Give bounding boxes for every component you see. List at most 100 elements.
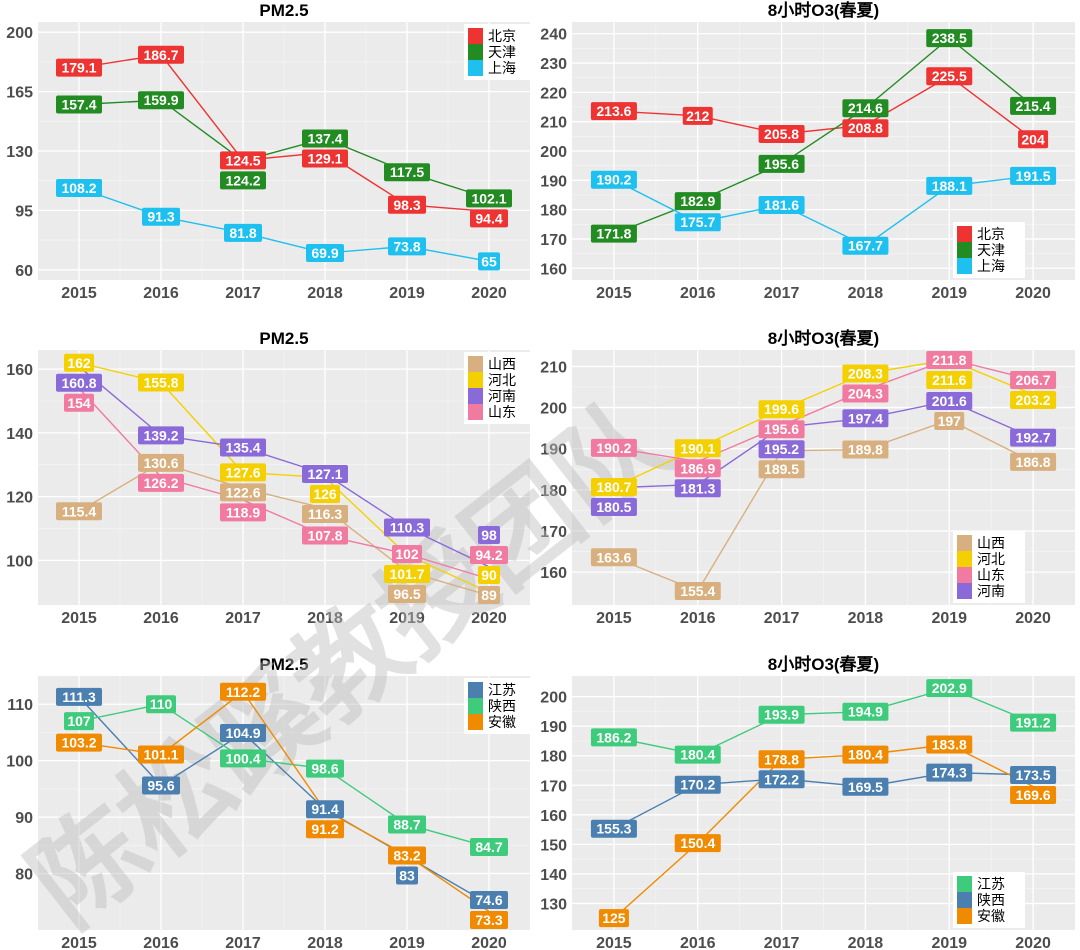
data-label-text: 84.7 xyxy=(475,839,502,855)
data-label: 160.8 xyxy=(56,373,102,392)
data-label: 215.4 xyxy=(1010,96,1057,115)
data-label: 69.9 xyxy=(306,244,344,263)
legend-swatch xyxy=(468,714,483,730)
data-label-text: 154 xyxy=(67,395,91,411)
data-label: 195.6 xyxy=(758,154,805,173)
data-label-text: 102.1 xyxy=(471,190,506,206)
data-label: 180.7 xyxy=(590,477,637,496)
data-label: 112.2 xyxy=(220,682,266,701)
data-label: 117.5 xyxy=(384,163,430,182)
data-label-text: 89 xyxy=(481,587,497,603)
legend-label: 山西 xyxy=(977,536,1005,552)
data-label-box xyxy=(138,373,184,392)
data-label: 204 xyxy=(1018,130,1049,149)
legend-label: 山东 xyxy=(488,405,516,421)
data-label: 94.4 xyxy=(470,209,508,228)
data-label-box xyxy=(758,195,805,214)
data-label-text: 162 xyxy=(67,355,91,371)
data-label-box xyxy=(56,95,102,114)
data-label-box xyxy=(302,464,348,483)
data-label-text: 108.2 xyxy=(61,180,96,196)
data-label-text: 197.4 xyxy=(848,410,883,426)
data-label-text: 94.4 xyxy=(475,210,502,226)
data-label-text: 155.8 xyxy=(143,375,178,391)
legend-label: 天津 xyxy=(977,243,1005,259)
data-label-box xyxy=(392,545,422,563)
data-label-box xyxy=(306,800,344,819)
legend-swatch xyxy=(468,44,483,60)
data-label-text: 91.3 xyxy=(147,209,174,225)
data-label-box xyxy=(138,453,184,472)
data-label-text: 98.3 xyxy=(393,197,420,213)
data-label-box xyxy=(64,353,94,372)
data-label-text: 186.7 xyxy=(143,47,178,63)
data-label-box xyxy=(842,384,889,403)
legend-label: 安徽 xyxy=(488,715,516,731)
data-label-text: 190.1 xyxy=(680,440,715,456)
data-label-text: 173.5 xyxy=(1016,767,1051,783)
data-label-box xyxy=(590,819,637,838)
data-label: 102 xyxy=(392,545,422,563)
data-label-box xyxy=(758,420,805,439)
data-label: 127.6 xyxy=(220,463,266,482)
data-label-box xyxy=(590,102,637,121)
data-label-text: 112.2 xyxy=(226,684,260,700)
data-label-box xyxy=(1010,785,1057,804)
data-label-text: 107 xyxy=(67,713,91,729)
data-label-text: 116.3 xyxy=(308,506,342,522)
data-label: 163.6 xyxy=(590,548,637,567)
data-label-box xyxy=(842,236,889,255)
data-label-text: 180.7 xyxy=(596,479,631,495)
data-label: 197.4 xyxy=(842,409,889,428)
legend-label: 安徽 xyxy=(977,909,1005,925)
legend-label: 陕西 xyxy=(977,893,1005,909)
data-label: 180.4 xyxy=(674,745,721,764)
legend-label: 河南 xyxy=(488,389,516,405)
data-label-box xyxy=(138,45,184,64)
data-label-box xyxy=(56,687,102,706)
data-label-box xyxy=(682,106,713,125)
data-label-box xyxy=(220,483,266,502)
data-label: 90 xyxy=(478,566,500,584)
data-label: 189.5 xyxy=(758,460,805,479)
data-label-text: 137.4 xyxy=(307,130,342,146)
legend-label: 山东 xyxy=(977,568,1005,584)
data-label: 180.5 xyxy=(590,497,637,516)
data-label: 199.6 xyxy=(758,400,805,419)
data-label: 101.7 xyxy=(384,565,430,583)
data-label-box xyxy=(674,834,721,853)
data-label-text: 81.8 xyxy=(229,225,256,241)
data-label-box xyxy=(64,712,94,731)
data-label-text: 125 xyxy=(602,910,626,926)
data-label-text: 69.9 xyxy=(311,245,338,261)
data-label: 211.8 xyxy=(926,351,973,369)
data-label-box xyxy=(926,371,973,389)
data-label-text: 180.4 xyxy=(848,747,883,763)
data-label-text: 160.8 xyxy=(61,375,96,391)
chart-series-layer: 190.2 180.7 180.5 163.6 190.1 186.9 181.3 155.4… xyxy=(590,351,1057,603)
data-label-box xyxy=(220,151,266,170)
data-label: 124.2 xyxy=(220,171,266,190)
data-label-text: 65 xyxy=(481,253,497,269)
data-label: 89 xyxy=(478,586,500,604)
data-label: 193.9 xyxy=(758,705,805,724)
data-label-text: 213.6 xyxy=(596,103,631,119)
data-label-box xyxy=(138,473,184,492)
data-label: 159.9 xyxy=(138,91,184,110)
data-label-text: 115.4 xyxy=(62,503,96,519)
data-label-box xyxy=(590,477,637,496)
data-label-text: 174.3 xyxy=(932,765,967,781)
legend-label: 江苏 xyxy=(977,877,1005,893)
data-label-box xyxy=(1010,765,1057,784)
data-label: 108.2 xyxy=(56,179,102,198)
data-label-box xyxy=(306,244,344,263)
data-label-text: 73.3 xyxy=(475,912,502,928)
data-label-box xyxy=(842,409,889,428)
data-label: 211.6 xyxy=(926,371,973,389)
data-label-box xyxy=(64,393,94,412)
data-label-box xyxy=(138,91,184,110)
data-label-box xyxy=(758,770,805,789)
legend-swatch xyxy=(957,908,972,924)
data-label: 126.2 xyxy=(138,473,184,492)
